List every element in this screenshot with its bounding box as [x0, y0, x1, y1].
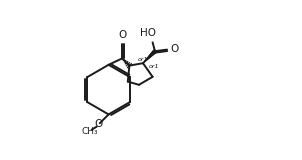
- Text: CH₃: CH₃: [81, 127, 98, 136]
- Text: O: O: [170, 44, 178, 54]
- Text: O: O: [118, 31, 126, 40]
- Text: O: O: [94, 119, 102, 129]
- Text: or1: or1: [149, 64, 159, 69]
- Text: HO: HO: [140, 28, 156, 38]
- Text: or1: or1: [138, 57, 148, 62]
